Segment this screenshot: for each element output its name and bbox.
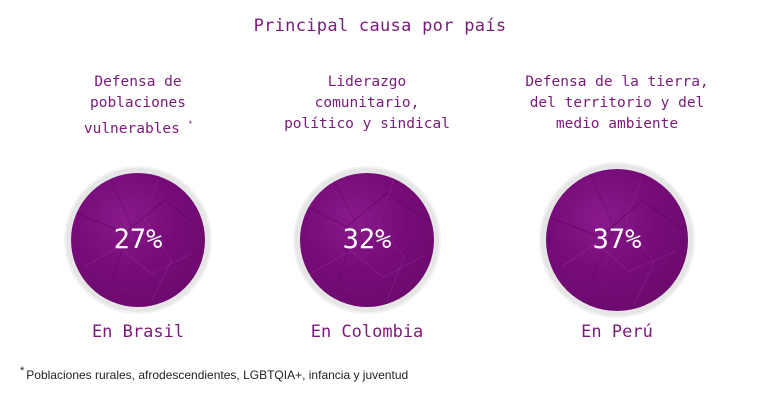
percent-value: 32%: [342, 224, 392, 255]
cause-line: comunitario,: [314, 95, 420, 111]
country-column-brasil: Defensa de poblaciones vulnerables * 27%…: [38, 72, 238, 362]
footnote-star: *: [20, 365, 25, 377]
page-title: Principal causa por país: [253, 16, 507, 36]
footnote-asterisk: *: [188, 119, 193, 129]
cause-label: Defensa de la tierra, del territorio y d…: [517, 72, 717, 135]
country-column-peru: Defensa de la tierra, del territorio y d…: [517, 72, 717, 362]
cause-line-text: vulnerables: [83, 120, 180, 137]
percent-circle-fill: 37%: [546, 169, 688, 311]
cause-line: político y sindical: [284, 116, 450, 132]
cause-line: vulnerables *: [38, 114, 238, 140]
percent-circle-fill: 27%: [71, 173, 205, 307]
cause-label: Liderazgo comunitario, político y sindic…: [267, 72, 467, 135]
percent-value: 37%: [592, 224, 642, 255]
cause-line: del territorio y del: [529, 95, 705, 111]
country-label: En Perú: [581, 322, 653, 342]
crumpled-paper-texture: [306, 179, 428, 305]
cause-line: Liderazgo: [327, 74, 407, 90]
country-label: En Colombia: [310, 322, 424, 342]
crumpled-paper-texture: [552, 175, 682, 309]
footnote-text: Poblaciones rurales, afrodescendientes, …: [26, 368, 409, 382]
country-column-colombia: Liderazgo comunitario, político y sindic…: [267, 72, 467, 362]
cause-line: poblaciones: [89, 95, 187, 111]
cause-label: Defensa de poblaciones vulnerables *: [38, 72, 238, 140]
percent-circle: 27%: [66, 168, 210, 312]
percent-circle-fill: 32%: [300, 173, 434, 307]
percent-value: 27%: [113, 224, 163, 255]
percent-circle: 37%: [541, 164, 693, 316]
percent-circle: 32%: [295, 168, 439, 312]
cause-line: Defensa de: [94, 74, 182, 90]
cause-line: medio ambiente: [555, 116, 679, 132]
cause-line: Defensa de la tierra,: [525, 74, 709, 90]
footnote: * Poblaciones rurales, afrodescendientes,…: [20, 365, 408, 382]
country-label: En Brasil: [91, 322, 185, 342]
crumpled-paper-texture: [77, 179, 199, 305]
